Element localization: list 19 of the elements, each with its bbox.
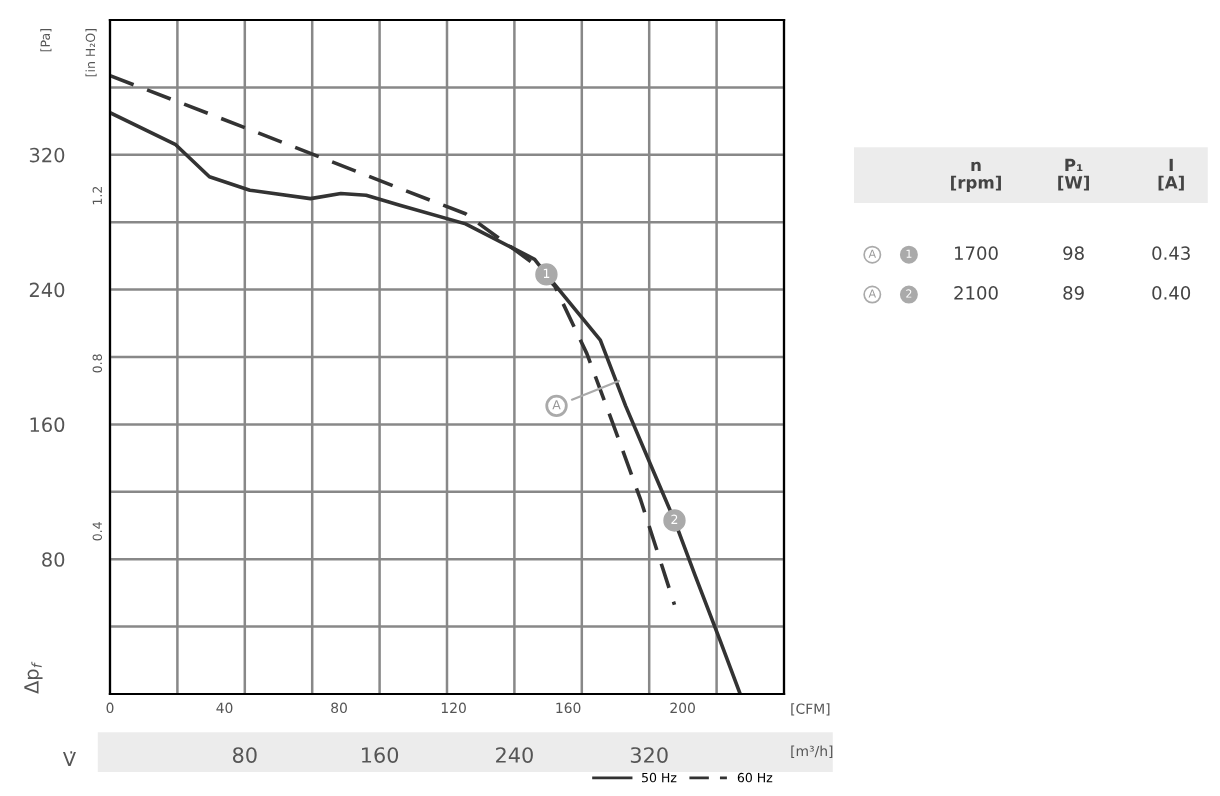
text: 0.40: [1152, 286, 1191, 300]
x-axis-title: V̇: [62, 751, 76, 767]
text: 2100: [954, 286, 998, 300]
y-tick-label: 160: [30, 417, 65, 433]
y-tick-label: 240: [29, 282, 65, 298]
y-tick-label: 80: [42, 552, 65, 567]
y-tick-label: 320: [29, 147, 65, 163]
x-tick-label: 80: [232, 747, 257, 763]
x-tick-label: 160: [362, 747, 399, 763]
text: 89: [1063, 286, 1084, 300]
y-axis-title: Δp$_{f}$: [24, 661, 43, 694]
x-tick-label: 320: [630, 747, 668, 763]
text: I [A]: [1158, 158, 1184, 191]
text: 98: [1063, 246, 1084, 260]
text: P₁ [W]: [1058, 158, 1089, 191]
text: 1700: [955, 246, 998, 260]
text: 0.43: [1152, 246, 1190, 260]
x-tick-label: 240: [496, 747, 533, 763]
text: n [rpm]: [951, 161, 1001, 192]
